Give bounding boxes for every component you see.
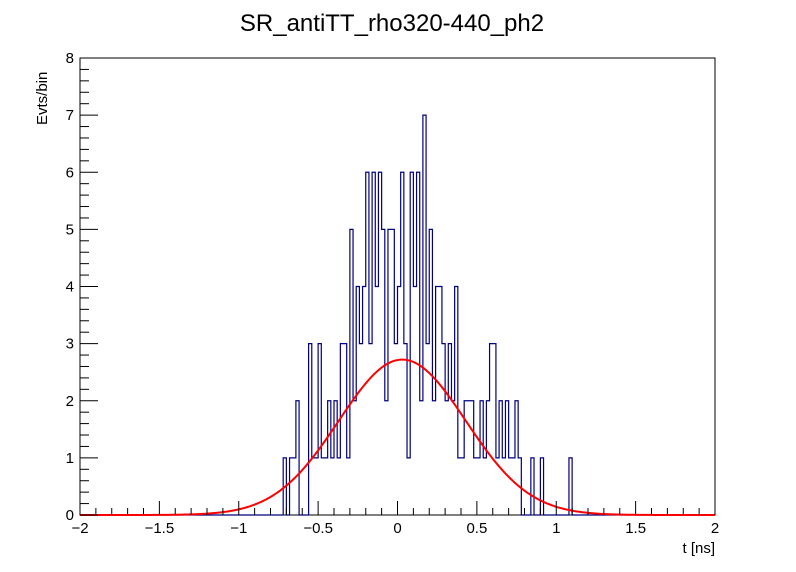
x-tick-label: −1.5 — [145, 520, 175, 537]
histogram-bar — [324, 458, 327, 515]
histogram-bar — [375, 287, 378, 516]
x-tick-label: 0.5 — [466, 520, 487, 537]
x-tick-label: 1 — [552, 520, 560, 537]
chart-title: SR_antiTT_rho320-440_ph2 — [240, 10, 544, 37]
y-tick-label: 1 — [66, 450, 74, 467]
histogram-bar — [353, 401, 356, 515]
histogram-bar — [483, 458, 486, 515]
histogram-bar — [337, 458, 340, 515]
histogram-bar — [331, 458, 334, 515]
histogram-bar — [432, 401, 435, 515]
histogram-bar — [359, 344, 362, 515]
histogram-series — [80, 114, 715, 516]
histogram-bar — [502, 458, 505, 515]
x-axis-label: t [ns] — [682, 540, 715, 557]
histogram-bar — [461, 458, 464, 515]
histogram-bar — [321, 458, 324, 515]
x-tick-label: 1.5 — [625, 520, 646, 537]
histogram-bar — [451, 401, 454, 515]
histogram-bar — [458, 458, 461, 515]
histogram-bar — [420, 401, 423, 515]
histogram-bar — [413, 287, 416, 516]
gaussian-fit-curve — [80, 358, 715, 516]
y-tick-label: 6 — [66, 164, 74, 181]
histogram-bar — [347, 458, 350, 515]
x-tick-label: −0.5 — [303, 520, 333, 537]
histogram-bar — [394, 344, 397, 515]
y-tick-label: 5 — [66, 221, 74, 238]
y-tick-label: 7 — [66, 107, 74, 124]
histogram-bar — [512, 458, 515, 515]
histogram-bar — [445, 401, 448, 515]
y-tick-label: 4 — [66, 279, 74, 296]
x-tick-label: −1 — [230, 520, 247, 537]
y-axis-label: Evts/bin — [34, 72, 51, 125]
histogram-bar — [385, 401, 388, 515]
x-tick-label: 0 — [393, 520, 401, 537]
y-tick-label: 0 — [66, 507, 74, 524]
histogram-bar — [407, 458, 410, 515]
histogram-bar — [509, 458, 512, 515]
histogram-bar — [293, 458, 296, 515]
y-tick-label: 3 — [66, 336, 74, 353]
histogram-bar — [467, 401, 470, 515]
histogram-bar — [312, 458, 315, 515]
y-tick-label: 8 — [66, 50, 74, 67]
x-tick-label: 2 — [711, 520, 719, 537]
histogram-bar — [369, 344, 372, 515]
y-tick-label: 2 — [66, 393, 74, 410]
x-tick-label: −2 — [71, 520, 88, 537]
